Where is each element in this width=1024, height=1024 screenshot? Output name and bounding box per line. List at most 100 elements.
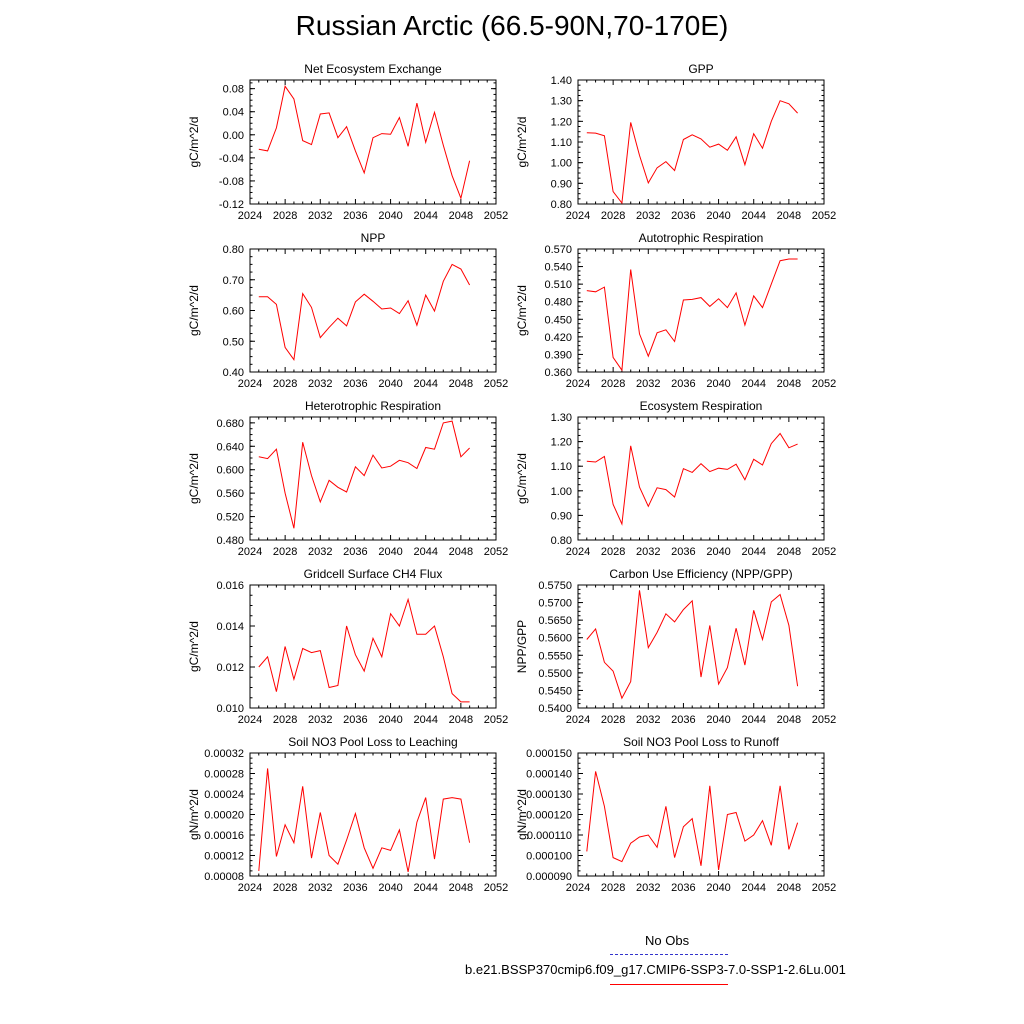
x-tick-label: 2044 (741, 378, 765, 390)
y-tick-label: 0.480 (544, 297, 572, 309)
x-tick-label: 2052 (484, 882, 508, 894)
x-tick-label: 2044 (741, 210, 765, 222)
panel-2: GPP gC/m^2/d 2024 2028 2032 2036 2040 2044 2048 2… (515, 62, 836, 222)
x-tick-label: 2036 (671, 546, 695, 558)
x-tick-label: 2036 (671, 210, 695, 222)
plot-frame (249, 416, 497, 541)
x-tick-label: 2032 (636, 714, 660, 726)
y-tick-label: 0.000100 (526, 851, 572, 863)
y-tick-label: 0.00020 (204, 810, 244, 822)
y-tick-label: 0.480 (216, 535, 244, 547)
y-tick-label: 0.90 (551, 178, 572, 190)
x-tick-label: 2048 (449, 882, 473, 894)
legend-obs-label: No Obs (645, 933, 690, 948)
x-tick-label: 2024 (238, 210, 262, 222)
x-tick-label: 2044 (413, 714, 437, 726)
y-axis-label: gC/m^2/d (187, 285, 201, 336)
x-tick-label: 2028 (273, 378, 297, 390)
x-tick-label: 2052 (484, 378, 508, 390)
y-tick-label: 0.680 (216, 418, 244, 430)
x-tick-label: 2040 (378, 378, 402, 390)
x-tick-label: 2032 (636, 882, 660, 894)
x-tick-label: 2032 (636, 378, 660, 390)
y-tick-label: 0.600 (216, 465, 244, 477)
x-tick-label: 2028 (601, 714, 625, 726)
series-line (586, 590, 799, 700)
y-tick-label: 0.40 (223, 367, 244, 379)
x-tick-label: 2052 (484, 546, 508, 558)
y-tick-label: 0.510 (544, 279, 572, 291)
x-tick-label: 2044 (413, 546, 437, 558)
y-tick-label: 0.90 (551, 510, 572, 522)
y-tick-label: 0.000130 (526, 789, 572, 801)
y-axis-label: gN/m^2/d (187, 789, 201, 840)
y-tick-label: 0.5700 (538, 598, 572, 610)
y-tick-label: 0.5600 (538, 633, 572, 645)
x-tick-label: 2028 (273, 546, 297, 558)
panel-10: Soil NO3 Pool Loss to Runoff gN/m^2/d 2024… (515, 735, 836, 894)
x-tick-label: 2040 (706, 882, 730, 894)
series-line (258, 85, 471, 200)
y-axis-label: NPP/GPP (515, 620, 529, 673)
x-tick-label: 2036 (343, 546, 367, 558)
x-tick-label: 2040 (706, 210, 730, 222)
panel-title: Autotrophic Respiration (639, 231, 764, 245)
y-tick-label: 0.04 (223, 107, 244, 119)
x-tick-label: 2044 (741, 714, 765, 726)
series-line (586, 100, 798, 205)
panel-1: Net Ecosystem Exchange gC/m^2/d 2024 2028 20… (187, 62, 508, 222)
series-line (586, 771, 799, 870)
plot-frame (577, 584, 825, 709)
x-tick-label: 2048 (777, 714, 801, 726)
x-tick-label: 2032 (308, 378, 332, 390)
series-line (586, 258, 798, 372)
y-tick-label: 0.5500 (538, 668, 572, 680)
x-tick-label: 2040 (378, 882, 402, 894)
y-tick-label: 1.10 (551, 137, 572, 149)
x-tick-label: 2048 (777, 546, 801, 558)
panel-title: Heterotrophic Respiration (305, 399, 441, 413)
x-tick-label: 2028 (273, 714, 297, 726)
y-tick-label: 0.000110 (527, 830, 572, 842)
x-tick-label: 2044 (741, 882, 765, 894)
x-tick-label: 2048 (449, 714, 473, 726)
x-tick-label: 2028 (601, 546, 625, 558)
y-tick-label: 0.520 (216, 512, 244, 524)
legend-model-line (610, 984, 728, 985)
x-tick-label: 2028 (601, 882, 625, 894)
y-tick-label: 0.00008 (204, 871, 244, 883)
x-tick-label: 2040 (706, 714, 730, 726)
y-tick-label: 0.5550 (538, 650, 572, 662)
x-tick-label: 2044 (413, 882, 437, 894)
y-tick-label: 0.640 (216, 441, 244, 453)
y-axis-label: gN/m^2/d (515, 789, 529, 840)
panel-9: Soil NO3 Pool Loss to Leaching gN/m^2/d 20… (187, 735, 508, 894)
y-tick-label: 0.80 (223, 244, 244, 256)
panel-title: Ecosystem Respiration (640, 399, 763, 413)
x-tick-label: 2052 (812, 378, 836, 390)
y-tick-label: 1.20 (551, 437, 572, 449)
x-tick-label: 2024 (566, 378, 590, 390)
x-tick-label: 2052 (812, 546, 836, 558)
x-tick-label: 2048 (449, 546, 473, 558)
x-tick-label: 2032 (308, 546, 332, 558)
x-tick-label: 2032 (308, 882, 332, 894)
x-tick-label: 2036 (343, 882, 367, 894)
x-tick-label: 2024 (566, 714, 590, 726)
y-tick-label: 0.420 (544, 332, 572, 344)
x-tick-label: 2028 (601, 378, 625, 390)
y-axis-label: gC/m^2/d (187, 117, 201, 168)
y-tick-label: 0.80 (551, 535, 572, 547)
y-tick-label: 1.10 (551, 461, 572, 473)
y-tick-label: 0.000120 (526, 810, 572, 822)
y-tick-label: 0.012 (216, 662, 244, 674)
y-tick-label: 0.5450 (538, 685, 572, 697)
x-tick-label: 2052 (812, 714, 836, 726)
panel-title: Soil NO3 Pool Loss to Runoff (623, 735, 780, 749)
y-axis-label: gC/m^2/d (515, 117, 529, 168)
y-tick-label: 0.08 (223, 84, 244, 96)
x-tick-label: 2036 (671, 714, 695, 726)
y-tick-label: 0.5650 (538, 615, 572, 627)
x-tick-label: 2024 (238, 378, 262, 390)
y-tick-label: 0.60 (223, 306, 244, 318)
